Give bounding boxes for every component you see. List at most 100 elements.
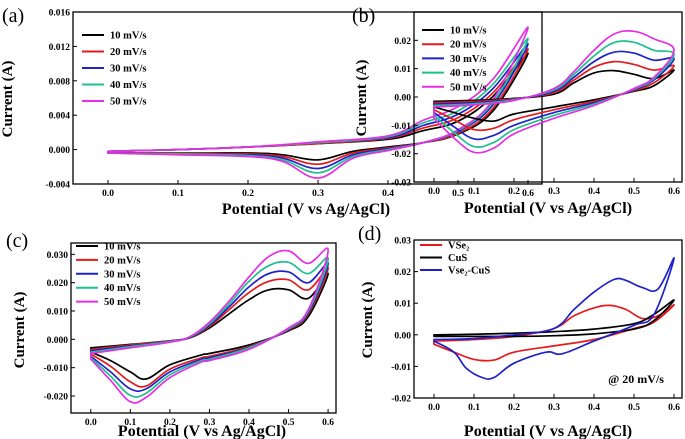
legend-label: 50 mV/s [450,82,486,93]
plot-frame [413,11,683,183]
panel-2: 0.0 0.1 0.2 0.3 0.4 0.5 0.6 -0.03 -0.02 -0.01 0.00… [352,5,683,217]
y-tick-label: 0.02 [394,268,411,278]
panel-label: (a) [2,5,24,27]
y-tick-label: 0.012 [49,43,71,53]
panel-3: 0.0 0.1 0.2 0.3 0.4 0.5 0.6 -0.020 -0.010 0.000 0.… [6,230,337,439]
legend-label: 40 mV/s [450,68,486,79]
y-tick-label: 0.00 [394,94,411,104]
x-tick-label: 0.6 [668,403,680,413]
y-axis-title: Current (A) [12,292,28,369]
x-tick-label: 0.4 [588,187,600,197]
x-tick-label: 0.3 [548,187,560,197]
x-tick-label: 0.1 [172,189,184,199]
y-tick-label: -0.01 [391,122,411,132]
x-tick-label: 0.0 [428,403,440,413]
x-tick-label: 0.2 [508,187,520,197]
legend-label: 20 mV/s [104,255,140,266]
y-tick-label: 0.008 [49,77,71,87]
series-line-5 [433,30,675,154]
x-tick-label: 0.5 [283,418,295,428]
y-tick-label: -0.03 [391,179,411,189]
x-tick-label: 0.5 [452,189,464,199]
y-axis-title: Current (A) [360,282,376,359]
legend-label: 50 mV/s [104,297,140,308]
x-tick-label: 0.0 [428,187,440,197]
y-tick-label: -0.01 [391,363,411,373]
y-tick-label: 0.030 [47,251,69,261]
plot-frame [413,239,683,399]
series-group [107,26,529,179]
x-tick-label: 0.6 [668,187,680,197]
y-tick-label: -0.010 [43,364,68,374]
scan-rate-note: @ 20 mV/s [608,372,664,386]
legend-label: 20 mV/s [110,47,146,58]
x-tick-label: 0.4 [382,189,394,199]
legend-label: 30 mV/s [104,269,140,280]
y-axis-title: Current (A) [0,61,16,138]
y-tick-label: 0.02 [394,37,411,47]
x-tick-label: 0.3 [312,189,324,199]
y-tick-label: 0.016 [49,9,71,19]
legend-label: 10 mV/s [110,31,146,42]
plot-frame [70,242,337,414]
legend-label: 50 mV/s [110,97,146,108]
series-line-1 [433,69,675,123]
legend-label: 30 mV/s [110,64,146,75]
series-line-5 [89,247,329,404]
series-group [433,257,675,380]
x-axis-title: Potential (V vs Ag/AgCl) [464,423,632,439]
x-tick-label: 0.2 [242,189,254,199]
x-axis-title: Potential (V vs Ag/AgCl) [222,201,390,218]
series-line-5 [107,26,529,179]
series-group [89,247,329,404]
y-tick-label: 0.00 [394,331,411,341]
x-axis-title: Potential (V vs Ag/AgCl) [464,200,632,217]
y-tick-label: 0.000 [49,146,71,156]
x-tick-label: 0.3 [203,418,215,428]
legend-label: CuS [448,253,467,264]
y-tick-label: 0.01 [394,300,411,310]
panel-4: 0.0 0.1 0.2 0.3 0.4 0.5 0.6 -0.02 -0.01 0.00 0.01 0… [358,223,683,439]
y-tick-label: -0.02 [391,150,411,160]
series-line-3 [433,50,675,141]
series-group [433,30,675,154]
x-tick-label: 0.6 [322,418,334,428]
legend-label: 20 mV/s [450,40,486,51]
legend-label: 10 mV/s [450,26,486,37]
y-tick-label: 0.03 [394,237,411,247]
panel-1: 0.0 0.1 0.2 0.3 0.4 0.5 0.6 -0.004 0.000 0.004 0.0… [0,5,543,218]
series-line-2 [433,299,675,338]
legend-label: Vse₂-CuS [448,266,490,277]
y-tick-label: 0.01 [394,65,411,75]
x-tick-label: 0.1 [468,187,480,197]
x-tick-label: 0.5 [628,187,640,197]
x-tick-label: 0.0 [85,418,97,428]
legend-label: 40 mV/s [110,80,146,91]
legend-label: 10 mV/s [104,242,140,253]
y-axis-title: Current (A) [354,60,370,137]
series-line-3 [433,257,675,380]
y-tick-label: 0.020 [47,279,69,289]
x-axis-title: Potential (V vs Ag/AgCl) [118,423,286,439]
y-tick-label: -0.020 [43,393,68,403]
legend-label: 40 mV/s [104,283,140,294]
x-tick-label: 0.1 [124,418,136,428]
x-tick-label: 0.3 [548,403,560,413]
x-tick-label: 0.5 [628,403,640,413]
x-tick-label: 0.2 [164,418,176,428]
panel-label: (c) [6,230,28,252]
plot-frame [72,11,543,185]
series-line-2 [433,60,675,132]
y-tick-label: 0.000 [47,336,69,346]
x-tick-label: 0.0 [102,189,114,199]
series-line-4 [433,40,675,148]
panel-label: (d) [358,223,381,245]
y-tick-label: -0.02 [391,395,411,405]
y-tick-label: 0.010 [47,308,69,318]
x-tick-label: 0.6 [522,189,534,199]
legend-label: 30 mV/s [450,54,486,65]
y-tick-label: 0.004 [49,112,71,122]
panel-label: (b) [352,5,375,27]
x-tick-label: 0.4 [588,403,600,413]
